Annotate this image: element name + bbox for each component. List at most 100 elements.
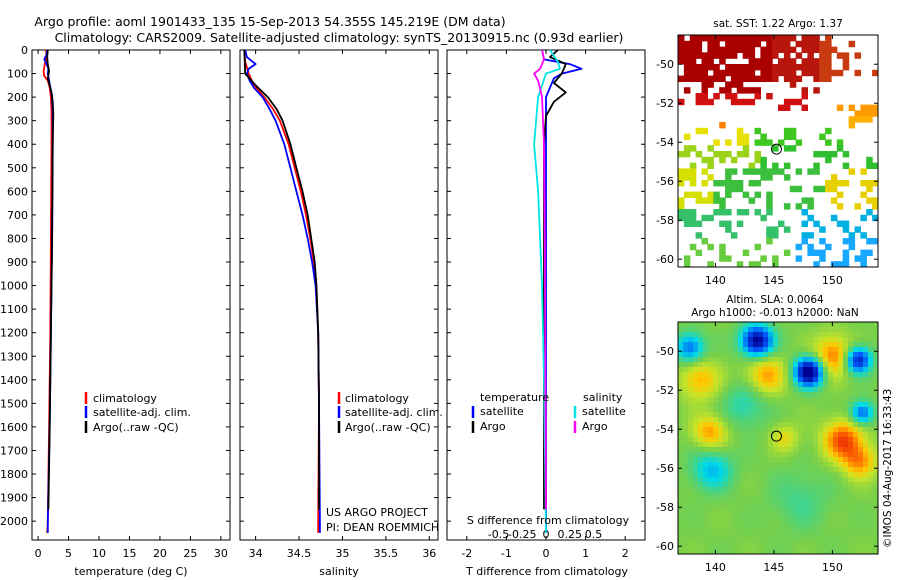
depth-tick-label: 1600 [0,421,28,434]
sst-pixel [689,168,697,175]
sla-cell [688,422,694,428]
sla-cell [853,492,859,498]
sla-cell [703,497,709,503]
sla-cell [743,342,749,348]
sst-pixel [689,214,697,222]
lat-tick-label: -56 [656,462,674,475]
sla-cell [853,397,859,403]
sst-pixel [683,214,691,222]
sla-cell [708,527,714,533]
sla-cell [683,422,689,428]
sla-cell [678,412,684,418]
sla-cell [838,347,844,353]
s-difference-axis-label: S difference from climatology [467,514,630,527]
sla-cell [683,522,689,528]
sla-cell [783,427,789,433]
sla-cell [793,337,799,343]
sla-cell [848,332,854,338]
sla-cell [863,387,869,393]
sla-cell [768,507,774,513]
sla-cell [763,542,769,548]
sst-pixel [866,197,873,204]
sla-cell [823,397,829,403]
sla-cell [728,412,734,418]
sla-cell [818,372,824,378]
sla-cell [853,472,859,478]
sst-pixel [866,156,873,164]
sla-cell [858,512,864,518]
sla-cell [713,472,719,478]
sla-cell [768,337,774,343]
sla-cell [678,392,684,398]
sla-cell [763,352,769,358]
sla-cell [683,492,689,498]
sla-cell [808,322,814,328]
sla-cell [723,397,729,403]
sla-cell [848,432,854,438]
sla-cell [698,462,704,468]
sst-pixel [766,168,773,175]
sla-cell [868,442,874,448]
sst-pixel [813,64,820,71]
sla-cell [713,427,719,433]
sla-cell [738,347,744,353]
sla-cell [763,477,769,483]
sla-cell [833,397,839,403]
sla-cell [763,397,769,403]
sla-cell [858,422,864,428]
sla-cell [863,452,869,458]
sla-cell [758,447,764,453]
sla-cell [748,352,754,358]
sla-cell [843,537,849,543]
sst-pixel [701,64,708,71]
sla-cell [758,417,764,423]
sla-cell [733,532,739,538]
sla-cell [838,487,844,493]
sst-pixel [766,64,773,71]
sla-cell [758,537,764,543]
sla-cell [833,387,839,393]
sla-cell [773,522,779,528]
sla-cell [718,367,724,373]
sla-cell [778,542,784,548]
sla-cell [858,542,864,548]
sla-cell [838,362,844,368]
sla-cell [793,392,799,398]
sla-cell [783,512,789,518]
sla-cell [698,407,704,413]
sst-pixel [836,220,844,227]
sla-cell [768,532,774,538]
sst-pixel [713,151,720,158]
sla-cell [718,527,724,533]
sst-pixel [813,185,820,193]
sla-cell [828,367,834,373]
sla-cell [708,537,714,543]
sla-cell [763,517,769,523]
sla-cell [698,392,704,398]
sla-cell [803,517,809,523]
sla-cell [768,522,774,528]
sla-cell [708,397,714,403]
sst-pixel [825,185,832,193]
sla-cell [683,517,689,523]
sla-cell [743,512,749,518]
sla-cell [843,492,849,498]
sla-cell [718,472,724,478]
sla-cell [703,522,709,528]
sla-cell [743,547,749,553]
sla-cell [683,502,689,508]
sst-pixel [713,46,720,53]
sla-cell [798,432,804,438]
sla-cell [848,437,854,443]
sst-pixel [736,40,744,48]
sla-cell [828,527,834,533]
sla-cell [873,472,878,478]
sst-pixel [748,197,756,204]
sla-cell [738,552,744,554]
sla-cell [713,342,719,348]
sla-cell [793,507,799,513]
sst-pixel [736,151,744,158]
float-position-marker [770,430,782,442]
sla-cell [813,417,819,423]
sla-cell [783,377,789,383]
